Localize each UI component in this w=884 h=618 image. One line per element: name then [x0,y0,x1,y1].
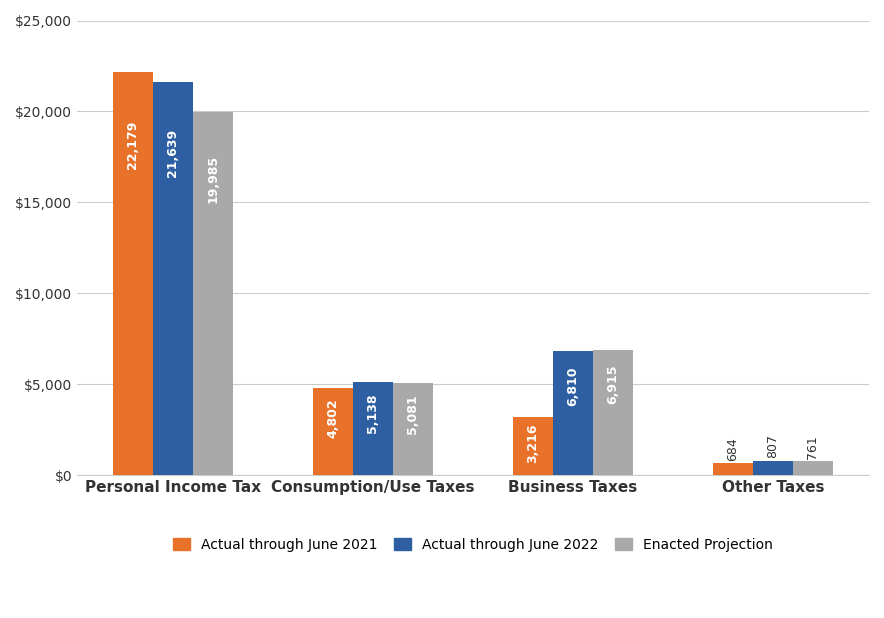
Text: 19,985: 19,985 [207,155,219,203]
Text: 6,810: 6,810 [567,366,580,406]
Text: 761: 761 [806,436,819,459]
Bar [353,382,393,475]
Text: 684: 684 [727,437,740,460]
Bar [113,72,153,475]
Bar [193,112,233,475]
Text: 3,216: 3,216 [527,424,539,464]
Text: 22,179: 22,179 [126,121,140,169]
Bar [593,350,633,475]
Bar [553,352,593,475]
Bar [753,460,793,475]
Text: 5,138: 5,138 [367,393,379,433]
Bar [153,82,193,475]
Text: 4,802: 4,802 [326,399,339,438]
Bar [313,388,353,475]
Bar [393,383,433,475]
Text: 5,081: 5,081 [407,394,420,434]
Legend: Actual through June 2021, Actual through June 2022, Enacted Projection: Actual through June 2021, Actual through… [168,532,778,557]
Bar [513,417,553,475]
Text: 21,639: 21,639 [166,129,179,177]
Bar [793,462,833,475]
Bar [713,463,753,475]
Text: 6,915: 6,915 [606,365,620,404]
Text: 807: 807 [766,434,780,459]
